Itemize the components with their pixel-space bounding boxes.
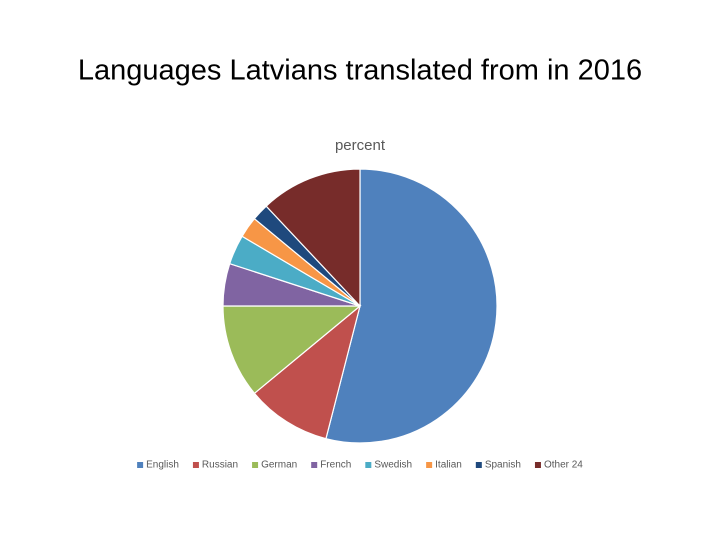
legend-swatch [311, 462, 318, 468]
pie-slice [253, 304, 362, 440]
legend-label: French [320, 460, 351, 471]
legend-label: English [146, 460, 179, 471]
pie-slice [222, 305, 362, 395]
legend-label: Other 24 [544, 460, 583, 471]
legend-swatch [475, 462, 482, 468]
legend-swatch [365, 462, 372, 468]
pie-slice [325, 168, 498, 444]
legend-swatch [252, 462, 259, 468]
legend-label: Russian [202, 460, 238, 471]
plot [222, 168, 498, 444]
pie-slice [265, 168, 361, 308]
legend-swatch [137, 462, 144, 468]
legend-label: Italian [435, 460, 462, 471]
legend-swatch [426, 462, 433, 468]
legend-label: Swedish [374, 460, 412, 471]
legend-swatch [192, 462, 199, 468]
chart-title: percent [335, 137, 386, 154]
legend: English Russian German French Swedish Italian… [137, 460, 583, 471]
legend-label: German [261, 460, 297, 471]
legend-label: Spanish [485, 460, 521, 471]
legend-swatch [534, 462, 541, 468]
slide-title: Languages Latvians translated from in 20… [78, 55, 642, 87]
